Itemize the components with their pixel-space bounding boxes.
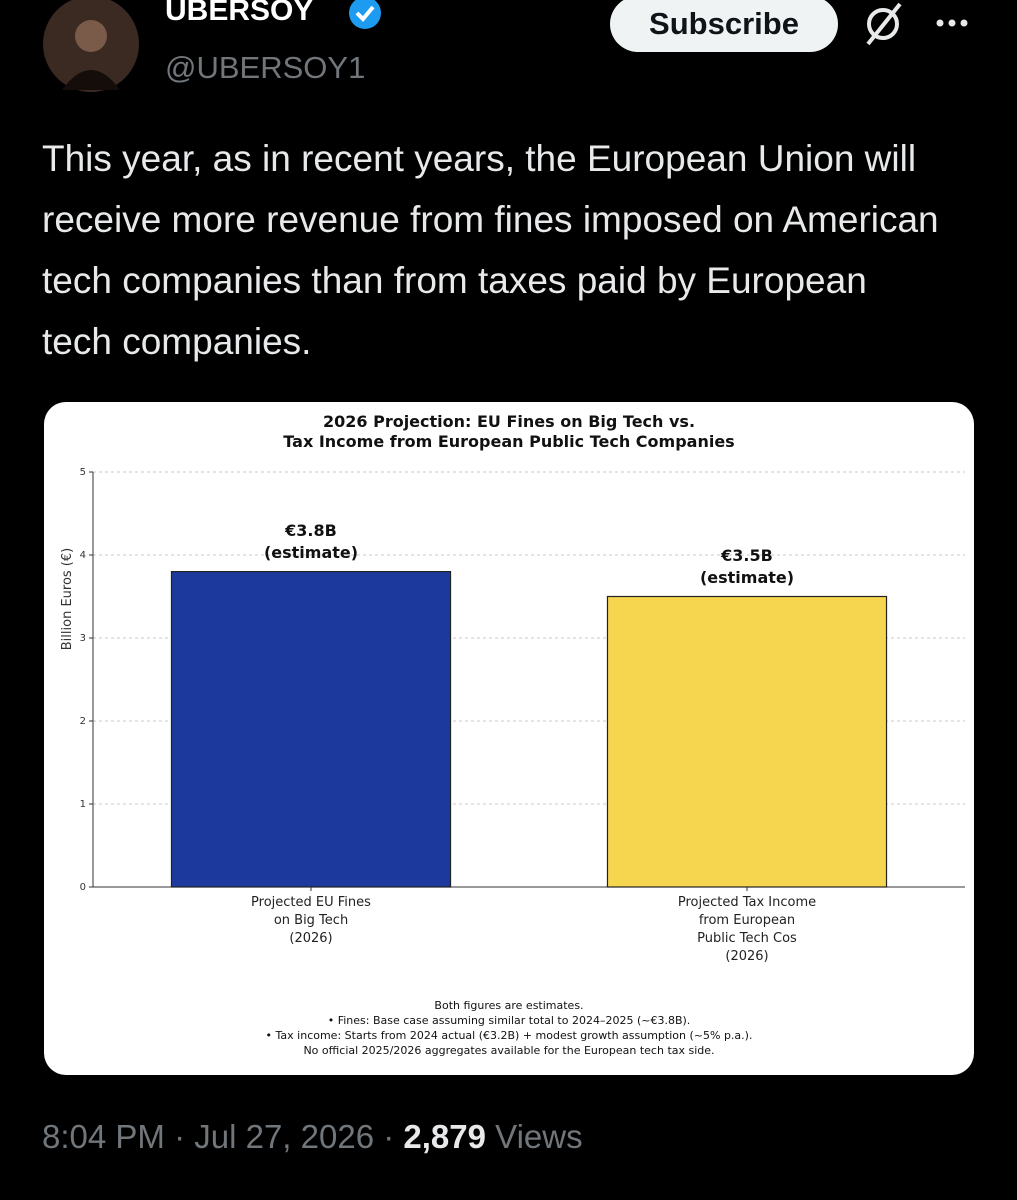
verified-badge	[349, 0, 381, 29]
y-axis-label: Billion Euros (€)	[60, 547, 75, 651]
tweet-footer: 8:04 PM · Jul 27, 2026 · 2,879 Views	[42, 1118, 583, 1156]
separator: ·	[174, 1118, 186, 1155]
author-name[interactable]: UBERSOY	[165, 0, 314, 27]
tweet-text: This year, as in recent years, the Europ…	[42, 138, 939, 362]
chart: 0 1 2 3 4 5	[80, 467, 965, 893]
bar	[606, 595, 888, 888]
chart-card[interactable]: 0 1 2 3 4 5 2026 Projection: EU Fines on Big …	[44, 402, 974, 1075]
y-tick-label: 1	[80, 799, 86, 810]
y-tick-label: 0	[80, 882, 86, 893]
views-count: 2,879	[403, 1118, 486, 1155]
subscribe-button[interactable]: Subscribe	[610, 0, 838, 52]
time: 8:04 PM	[42, 1118, 165, 1155]
more-button[interactable]	[936, 19, 968, 27]
separator: ·	[383, 1118, 395, 1155]
chart-footnote: Both figures are estimates. • Fines: Bas…	[265, 999, 753, 1057]
y-tick-label: 5	[80, 467, 86, 478]
author-handle[interactable]: @UBERSOY1	[165, 50, 366, 85]
y-tick-label: 3	[80, 633, 86, 644]
grok-icon[interactable]	[866, 2, 902, 46]
x-tick-label: Projected Tax Income from European Publi…	[677, 895, 817, 964]
bar	[170, 571, 452, 888]
views-label: Views	[495, 1118, 583, 1155]
date: Jul 27, 2026	[194, 1118, 375, 1155]
value-label: €3.5B (estimate)	[699, 545, 795, 587]
y-tick-label: 2	[80, 716, 86, 727]
header-icons	[43, 0, 968, 92]
x-tick-label: Projected EU Fines on Big Tech (2026)	[251, 895, 371, 946]
y-tick-label: 4	[80, 550, 86, 561]
value-label: €3.8B (estimate)	[263, 520, 359, 562]
chart-title: 2026 Projection: EU Fines on Big Tech vs…	[283, 412, 735, 451]
